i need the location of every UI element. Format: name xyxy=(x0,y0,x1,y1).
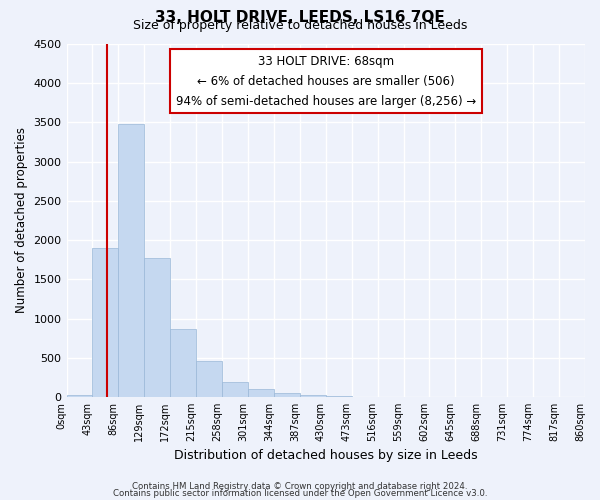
Bar xyxy=(222,382,248,397)
X-axis label: Distribution of detached houses by size in Leeds: Distribution of detached houses by size … xyxy=(174,450,478,462)
Bar xyxy=(300,395,326,397)
Bar xyxy=(248,390,274,397)
Text: 33, HOLT DRIVE, LEEDS, LS16 7QE: 33, HOLT DRIVE, LEEDS, LS16 7QE xyxy=(155,10,445,25)
Bar xyxy=(326,396,352,397)
Text: Size of property relative to detached houses in Leeds: Size of property relative to detached ho… xyxy=(133,19,467,32)
Bar xyxy=(170,328,196,397)
Bar xyxy=(92,248,118,397)
Text: Contains public sector information licensed under the Open Government Licence v3: Contains public sector information licen… xyxy=(113,489,487,498)
Text: 33 HOLT DRIVE: 68sqm
← 6% of detached houses are smaller (506)
94% of semi-detac: 33 HOLT DRIVE: 68sqm ← 6% of detached ho… xyxy=(176,54,476,108)
Bar xyxy=(118,124,145,397)
Bar xyxy=(145,258,170,397)
Bar xyxy=(67,394,92,397)
Y-axis label: Number of detached properties: Number of detached properties xyxy=(15,128,28,314)
Bar xyxy=(274,392,300,397)
Bar xyxy=(196,361,222,397)
Text: Contains HM Land Registry data © Crown copyright and database right 2024.: Contains HM Land Registry data © Crown c… xyxy=(132,482,468,491)
